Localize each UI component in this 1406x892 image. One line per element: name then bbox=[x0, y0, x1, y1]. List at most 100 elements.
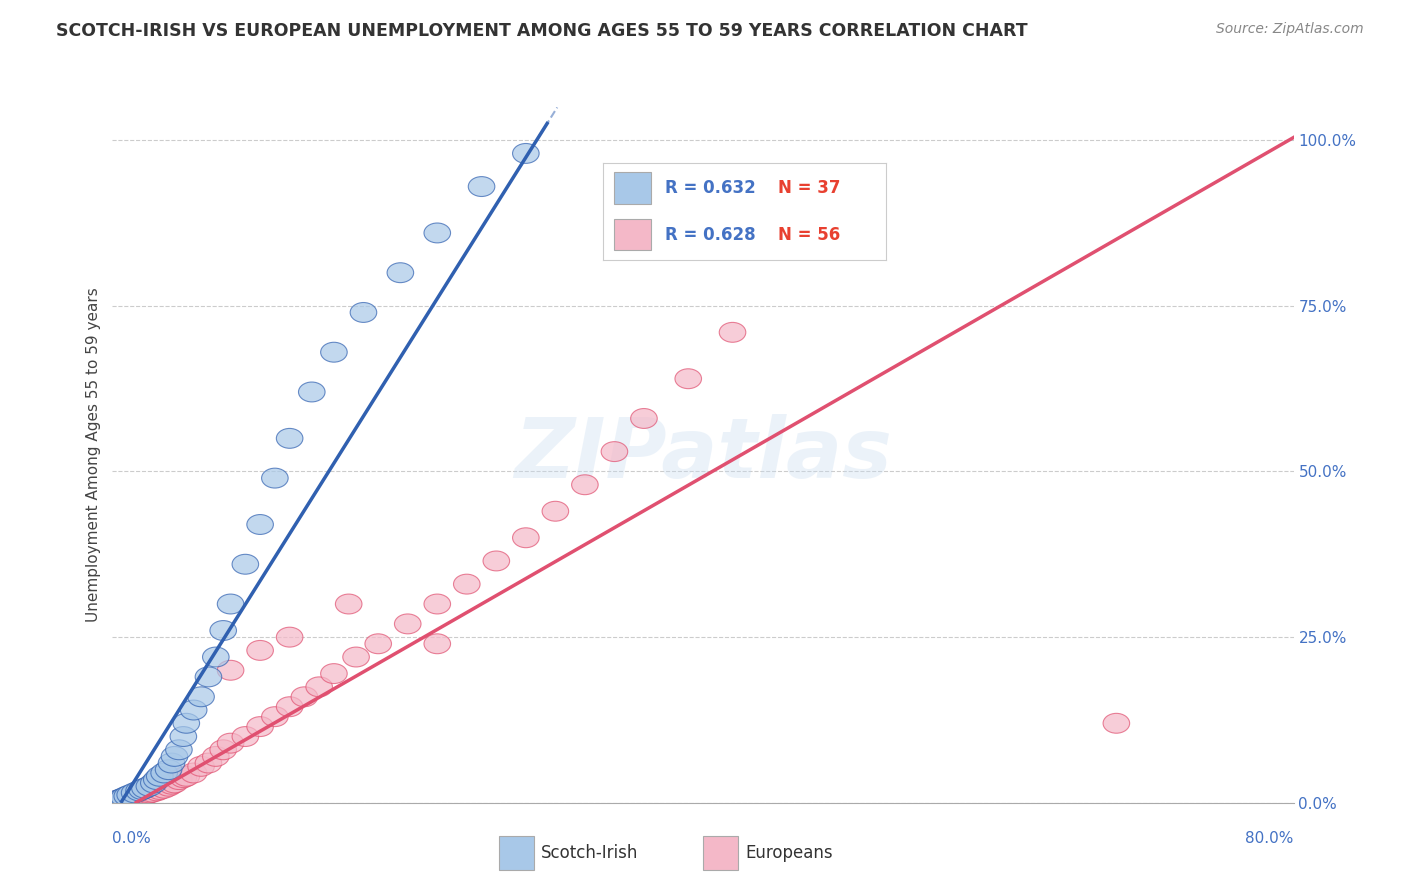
Ellipse shape bbox=[107, 789, 134, 809]
Text: Europeans: Europeans bbox=[745, 844, 832, 862]
Text: N = 56: N = 56 bbox=[779, 226, 841, 244]
Ellipse shape bbox=[122, 786, 149, 806]
Ellipse shape bbox=[162, 773, 188, 793]
Ellipse shape bbox=[513, 528, 538, 548]
Ellipse shape bbox=[277, 627, 302, 647]
Ellipse shape bbox=[387, 263, 413, 283]
Ellipse shape bbox=[114, 786, 141, 806]
Ellipse shape bbox=[107, 789, 134, 809]
Ellipse shape bbox=[543, 501, 568, 521]
Ellipse shape bbox=[129, 785, 155, 805]
Ellipse shape bbox=[118, 788, 145, 807]
Ellipse shape bbox=[425, 223, 450, 243]
Ellipse shape bbox=[675, 368, 702, 389]
Ellipse shape bbox=[173, 766, 200, 786]
Ellipse shape bbox=[307, 677, 332, 697]
Ellipse shape bbox=[202, 747, 229, 766]
Ellipse shape bbox=[513, 144, 538, 163]
Ellipse shape bbox=[195, 667, 222, 687]
Ellipse shape bbox=[143, 770, 170, 789]
Ellipse shape bbox=[150, 779, 177, 798]
Ellipse shape bbox=[262, 706, 288, 727]
Ellipse shape bbox=[602, 442, 627, 461]
Text: R = 0.632: R = 0.632 bbox=[665, 179, 755, 197]
Ellipse shape bbox=[321, 664, 347, 683]
Ellipse shape bbox=[136, 783, 163, 803]
Ellipse shape bbox=[1104, 714, 1129, 733]
Ellipse shape bbox=[125, 786, 152, 806]
Ellipse shape bbox=[107, 791, 134, 811]
Ellipse shape bbox=[162, 747, 188, 766]
Ellipse shape bbox=[277, 428, 302, 449]
FancyBboxPatch shape bbox=[614, 219, 651, 251]
Text: N = 37: N = 37 bbox=[779, 179, 841, 197]
Ellipse shape bbox=[232, 727, 259, 747]
Ellipse shape bbox=[425, 634, 450, 654]
Ellipse shape bbox=[395, 614, 420, 634]
Ellipse shape bbox=[155, 760, 181, 780]
Ellipse shape bbox=[117, 789, 143, 808]
Ellipse shape bbox=[572, 475, 598, 495]
Text: Source: ZipAtlas.com: Source: ZipAtlas.com bbox=[1216, 22, 1364, 37]
Ellipse shape bbox=[143, 780, 170, 801]
Text: 0.0%: 0.0% bbox=[112, 830, 152, 846]
Ellipse shape bbox=[132, 779, 159, 798]
Ellipse shape bbox=[129, 780, 155, 799]
Ellipse shape bbox=[136, 776, 163, 797]
Ellipse shape bbox=[170, 727, 197, 747]
FancyBboxPatch shape bbox=[614, 172, 651, 203]
Ellipse shape bbox=[180, 700, 207, 720]
Ellipse shape bbox=[188, 687, 214, 706]
Ellipse shape bbox=[139, 782, 166, 802]
Ellipse shape bbox=[188, 756, 214, 776]
Text: R = 0.628: R = 0.628 bbox=[665, 226, 755, 244]
Ellipse shape bbox=[247, 716, 273, 737]
Text: SCOTCH-IRISH VS EUROPEAN UNEMPLOYMENT AMONG AGES 55 TO 59 YEARS CORRELATION CHAR: SCOTCH-IRISH VS EUROPEAN UNEMPLOYMENT AM… bbox=[56, 22, 1028, 40]
Ellipse shape bbox=[166, 770, 193, 789]
Ellipse shape bbox=[468, 177, 495, 196]
Ellipse shape bbox=[146, 766, 173, 786]
Ellipse shape bbox=[720, 322, 745, 343]
Ellipse shape bbox=[247, 515, 273, 534]
Ellipse shape bbox=[425, 594, 450, 614]
Ellipse shape bbox=[150, 763, 177, 783]
Ellipse shape bbox=[262, 468, 288, 488]
Ellipse shape bbox=[232, 554, 259, 574]
Ellipse shape bbox=[218, 660, 243, 681]
Ellipse shape bbox=[366, 634, 391, 654]
Ellipse shape bbox=[146, 780, 173, 799]
Ellipse shape bbox=[218, 733, 243, 753]
Ellipse shape bbox=[180, 763, 207, 783]
Ellipse shape bbox=[631, 409, 657, 428]
Ellipse shape bbox=[291, 687, 318, 706]
Ellipse shape bbox=[454, 574, 479, 594]
Text: 80.0%: 80.0% bbox=[1246, 830, 1294, 846]
Ellipse shape bbox=[343, 647, 370, 667]
Ellipse shape bbox=[202, 647, 229, 667]
Ellipse shape bbox=[209, 621, 236, 640]
Ellipse shape bbox=[125, 780, 152, 801]
Ellipse shape bbox=[114, 789, 141, 809]
Ellipse shape bbox=[141, 773, 167, 793]
Ellipse shape bbox=[104, 791, 131, 811]
Ellipse shape bbox=[321, 343, 347, 362]
Ellipse shape bbox=[132, 785, 159, 805]
Ellipse shape bbox=[209, 739, 236, 760]
Ellipse shape bbox=[155, 776, 181, 797]
Ellipse shape bbox=[484, 551, 509, 571]
Ellipse shape bbox=[121, 783, 148, 803]
Ellipse shape bbox=[159, 774, 184, 794]
Ellipse shape bbox=[159, 753, 184, 773]
Ellipse shape bbox=[336, 594, 361, 614]
Ellipse shape bbox=[111, 788, 138, 807]
Ellipse shape bbox=[173, 714, 200, 733]
Ellipse shape bbox=[298, 382, 325, 402]
Ellipse shape bbox=[135, 783, 162, 804]
Text: Scotch-Irish: Scotch-Irish bbox=[541, 844, 638, 862]
Ellipse shape bbox=[247, 640, 273, 660]
Text: ZIPatlas: ZIPatlas bbox=[515, 415, 891, 495]
Ellipse shape bbox=[166, 739, 193, 760]
Ellipse shape bbox=[117, 785, 143, 805]
Ellipse shape bbox=[121, 787, 148, 806]
Ellipse shape bbox=[111, 789, 138, 809]
